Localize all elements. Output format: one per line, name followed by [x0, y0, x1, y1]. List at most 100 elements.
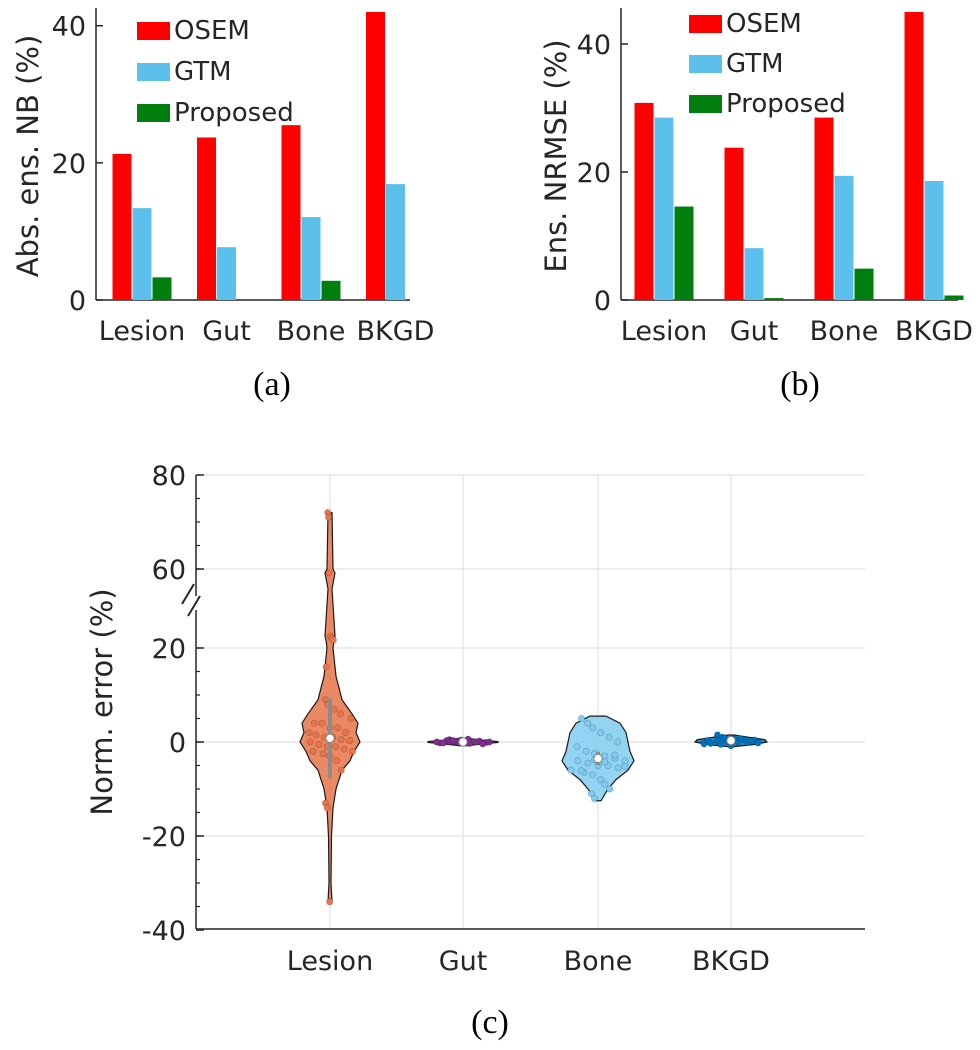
y-axis-label: Abs. ens. NB (%)	[11, 35, 45, 278]
bar-gtm-gut	[217, 247, 236, 300]
legend-label-proposed: Proposed	[174, 98, 294, 128]
point-bone	[574, 757, 582, 765]
point-bone	[567, 766, 575, 774]
point-lesion	[309, 747, 317, 755]
y-tick-label: 0	[594, 286, 611, 317]
x-tick-label-bone: Bone	[564, 946, 633, 977]
y-tick-label: 80	[152, 461, 186, 492]
legend-label-osem: OSEM	[174, 16, 250, 46]
y-tick-label: 20	[577, 158, 611, 189]
x-tick-label-bkgd: BKGD	[357, 316, 435, 347]
point-bone	[601, 758, 609, 766]
bar-gtm-bkgd	[386, 184, 405, 300]
x-tick-label-gut: Gut	[202, 316, 251, 347]
point-lesion	[347, 714, 355, 722]
bar-osem-lesion	[112, 153, 132, 300]
point-lesion	[329, 636, 337, 644]
legend-swatch-osem	[137, 22, 170, 40]
legend-swatch-osem	[689, 15, 722, 33]
point-lesion	[325, 569, 333, 577]
point-bkgd	[717, 740, 725, 748]
x-tick-label-lesion: Lesion	[99, 316, 185, 347]
point-lesion	[306, 738, 314, 746]
point-bone	[573, 743, 581, 751]
x-tick-label-bkgd: BKGD	[692, 946, 770, 977]
bar-gtm-bone	[301, 217, 321, 300]
point-gut	[485, 738, 493, 746]
point-lesion	[337, 766, 345, 774]
point-bone	[614, 764, 622, 772]
legend-swatch-proposed	[689, 95, 722, 113]
y-axis-label: Norm. error (%)	[85, 588, 119, 815]
bar-gtm-lesion	[654, 117, 674, 300]
bar-proposed-bkgd	[944, 295, 964, 300]
point-bone	[606, 785, 614, 793]
point-bone	[584, 759, 592, 767]
legend-label-proposed: Proposed	[726, 89, 846, 119]
point-lesion	[310, 719, 318, 727]
point-bone	[605, 733, 613, 741]
point-lesion	[334, 724, 342, 732]
point-lesion	[318, 719, 326, 727]
y-tick-label: 0	[69, 286, 86, 317]
x-tick-label-lesion: Lesion	[621, 316, 707, 347]
point-bkgd	[707, 739, 715, 747]
point-bone	[582, 747, 590, 755]
point-bone	[614, 738, 622, 746]
point-bone	[584, 719, 592, 727]
bar-proposed-lesion	[152, 277, 172, 300]
bar-osem-gut	[724, 147, 744, 300]
median-marker-gut	[458, 737, 468, 747]
point-lesion	[312, 731, 320, 739]
y-tick-label: 20	[52, 149, 86, 180]
legend-swatch-gtm	[689, 55, 722, 73]
point-lesion	[348, 747, 356, 755]
point-bone	[589, 724, 597, 732]
legend-label-gtm: GTM	[174, 57, 232, 87]
y-tick-label: 40	[52, 12, 86, 43]
point-bone	[611, 751, 619, 759]
bar-osem-bkgd	[366, 12, 385, 300]
point-lesion	[332, 743, 340, 751]
point-lesion	[333, 757, 341, 765]
bar-gtm-bkgd	[924, 180, 944, 300]
point-bkgd	[700, 740, 708, 748]
bar-gtm-bone	[834, 175, 854, 300]
bar-osem-bone	[281, 125, 301, 301]
legend-label-osem: OSEM	[726, 9, 802, 39]
median-marker-bkgd	[726, 735, 736, 746]
bar-osem-bkgd	[904, 12, 924, 300]
median-marker-bone	[593, 753, 603, 764]
caption-b: (b)	[780, 366, 820, 403]
bar-gtm-lesion	[132, 208, 152, 300]
point-lesion	[315, 740, 323, 748]
point-lesion	[319, 750, 327, 758]
median-marker-lesion	[325, 733, 335, 743]
point-bone	[590, 794, 598, 802]
y-tick-label: 40	[577, 30, 611, 61]
point-lesion	[322, 663, 330, 671]
bar-osem-bone	[814, 117, 834, 300]
y-tick-label: 20	[152, 634, 186, 665]
point-bone	[621, 762, 629, 770]
x-tick-label-gut: Gut	[730, 316, 779, 347]
caption-a: (a)	[253, 366, 291, 403]
point-bkgd	[747, 737, 755, 745]
point-lesion	[305, 729, 313, 737]
point-gut	[449, 737, 457, 745]
point-gut	[433, 738, 441, 746]
point-bone	[577, 767, 585, 775]
bar-gtm-gut	[744, 248, 764, 300]
legend-swatch-gtm	[137, 63, 170, 81]
bar-osem-gut	[197, 137, 216, 300]
y-tick-label: 0	[169, 728, 186, 759]
panel-c: -40 -20 0 20 60 80 Norm. error (%) Lesion Gut Bon…	[85, 461, 865, 977]
point-gut	[439, 739, 447, 747]
point-lesion	[325, 513, 333, 521]
x-tick-label-bone: Bone	[810, 316, 879, 347]
y-axis-label: Ens. NRMSE (%)	[539, 39, 573, 272]
x-tick-label-bkgd: BKGD	[895, 316, 973, 347]
bar-proposed-gut	[764, 298, 784, 300]
